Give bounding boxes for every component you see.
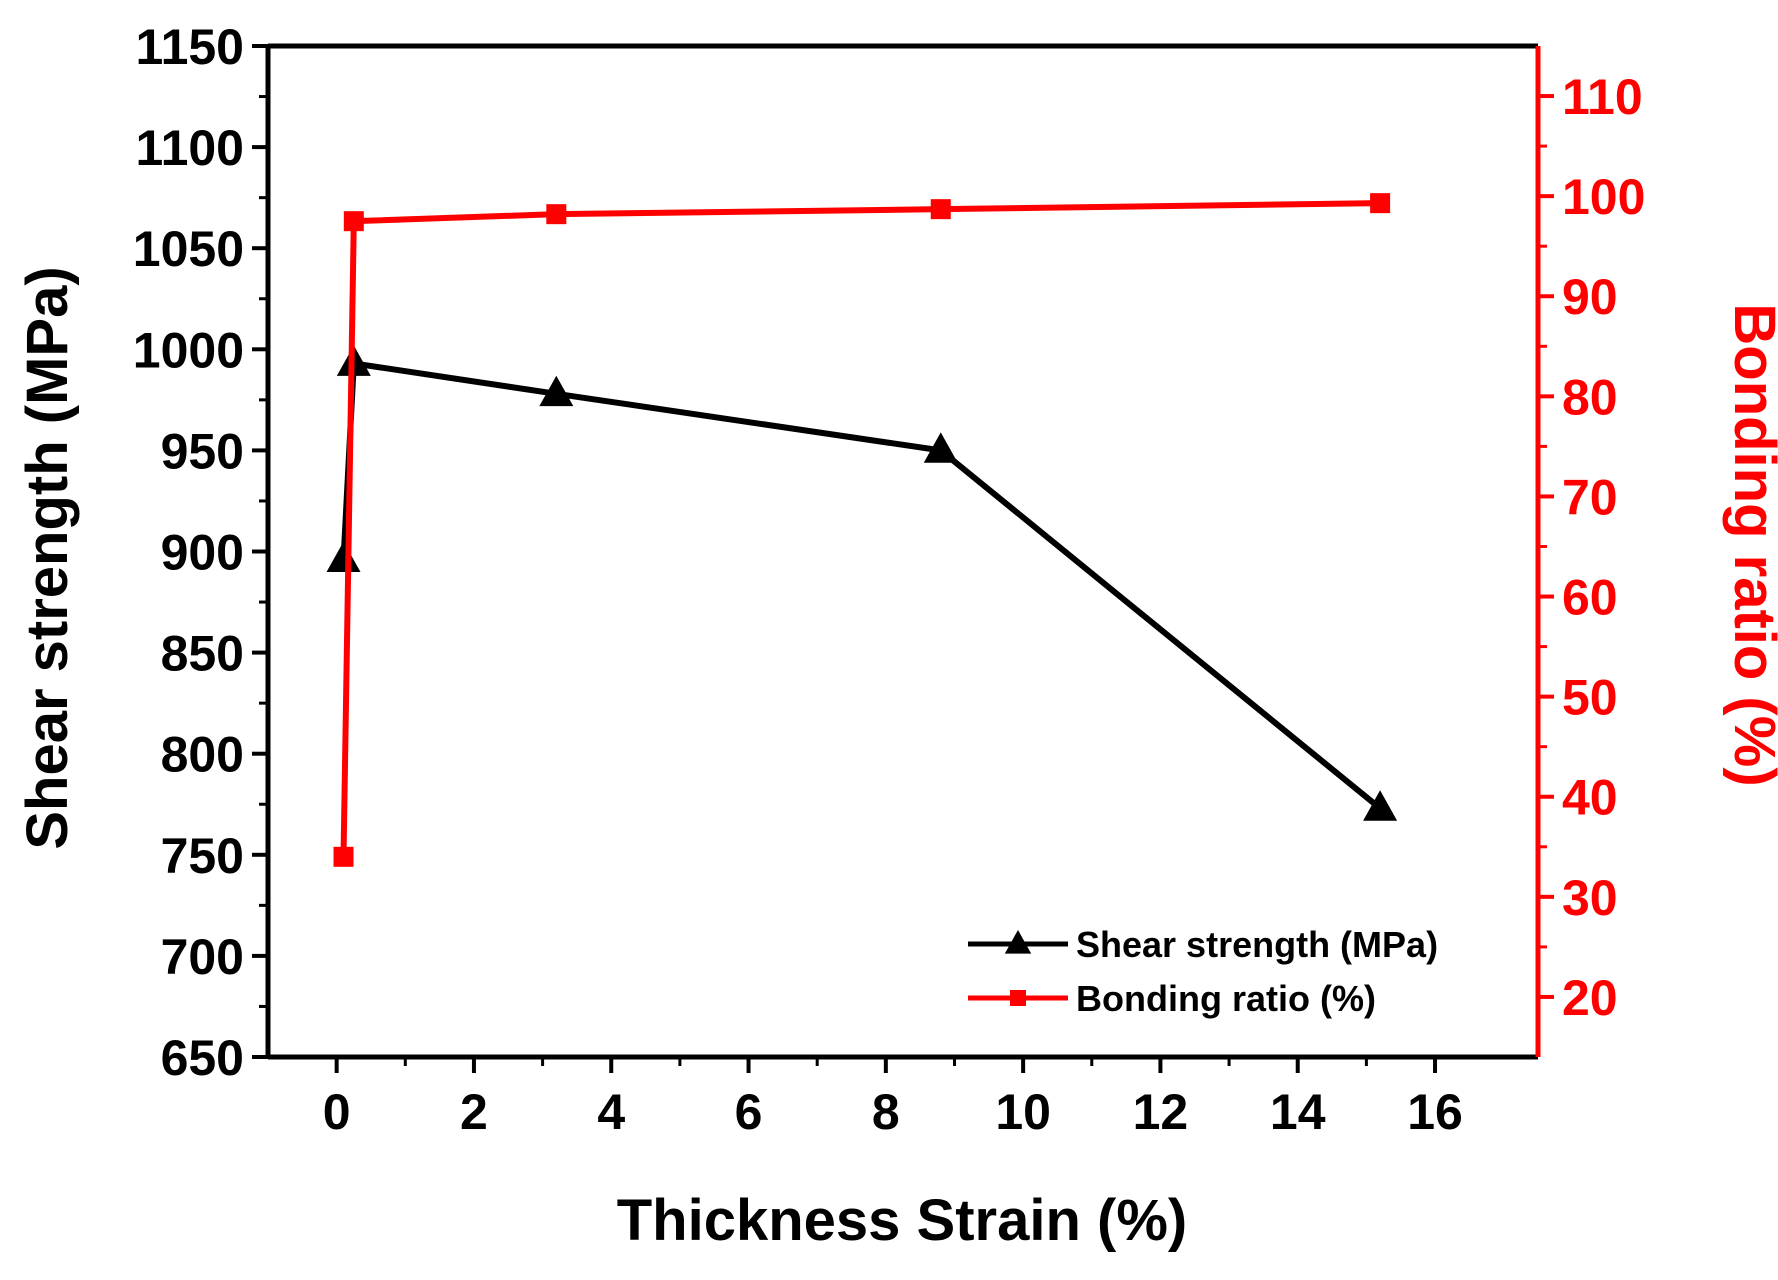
series-line-shear-strength bbox=[340, 360, 1383, 811]
data-point-shear-strength bbox=[1363, 790, 1398, 821]
legend-label: Shear strength (MPa) bbox=[1076, 924, 1438, 965]
x-tick-label: 0 bbox=[323, 1084, 351, 1140]
axes-layer bbox=[252, 43, 1554, 1073]
y-right-tick-label: 110 bbox=[1562, 69, 1643, 125]
x-tick-label: 10 bbox=[995, 1084, 1051, 1140]
tick-label-layer: 0 2 4 6 8 10 12 14 16 650 700 750 800 850 900 950 1000 10… bbox=[133, 19, 1646, 1140]
data-point-bonding-ratio bbox=[333, 846, 354, 867]
x-tick-label: 8 bbox=[872, 1084, 900, 1140]
x-tick-label: 6 bbox=[735, 1084, 763, 1140]
y-right-tick-label: 60 bbox=[1562, 570, 1618, 626]
y-right-tick-label: 20 bbox=[1562, 970, 1618, 1026]
series-layer bbox=[326, 193, 1398, 867]
y-right-tick-label: 70 bbox=[1562, 469, 1618, 525]
series-line-bonding-ratio bbox=[340, 200, 1381, 857]
x-tick-label: 4 bbox=[597, 1084, 625, 1140]
y-left-tick-label: 1100 bbox=[136, 120, 244, 176]
y-right-tick-label: 80 bbox=[1562, 369, 1618, 425]
y-left-tick-label: 750 bbox=[161, 828, 244, 884]
data-point-shear-strength bbox=[539, 375, 574, 407]
y-left-tick-label: 1150 bbox=[136, 19, 244, 75]
x-tick-label: 16 bbox=[1407, 1084, 1463, 1140]
y-axis-right-title: Bonding ratio (%) bbox=[1722, 303, 1778, 786]
y-left-tick-label: 1000 bbox=[133, 322, 244, 378]
y-left-tick-label: 900 bbox=[161, 525, 244, 581]
data-point-shear-strength bbox=[923, 432, 958, 463]
legend-marker-square bbox=[1010, 990, 1026, 1006]
y-left-tick-label: 1050 bbox=[133, 221, 244, 277]
data-point-shear-strength bbox=[326, 541, 361, 572]
y-right-tick-label: 90 bbox=[1562, 269, 1618, 325]
y-right-tick-label: 30 bbox=[1562, 870, 1618, 926]
legend-marker-triangle bbox=[1004, 929, 1032, 954]
data-point-bonding-ratio bbox=[1370, 193, 1391, 214]
y-left-tick-label: 850 bbox=[161, 626, 244, 682]
x-axis-title: Thickness Strain (%) bbox=[617, 1188, 1187, 1253]
x-tick-label: 12 bbox=[1133, 1084, 1189, 1140]
legend: Shear strength (MPa) Bonding ratio (%) bbox=[968, 924, 1438, 1019]
x-tick-label: 2 bbox=[460, 1084, 488, 1140]
y-axis-left-title: Shear strength (MPa) bbox=[15, 266, 80, 849]
y-right-tick-label: 100 bbox=[1562, 169, 1645, 225]
y-left-tick-label: 800 bbox=[161, 727, 244, 783]
y-right-tick-label: 50 bbox=[1562, 670, 1618, 726]
y-left-tick-label: 700 bbox=[161, 929, 244, 985]
x-tick-label: 14 bbox=[1270, 1084, 1326, 1140]
y-left-tick-label: 650 bbox=[161, 1030, 244, 1086]
legend-label: Bonding ratio (%) bbox=[1076, 978, 1376, 1019]
data-point-bonding-ratio bbox=[546, 204, 567, 225]
data-point-bonding-ratio bbox=[930, 199, 951, 220]
data-point-bonding-ratio bbox=[343, 211, 364, 232]
y-left-tick-label: 950 bbox=[161, 423, 244, 479]
y-right-tick-label: 40 bbox=[1562, 770, 1618, 826]
